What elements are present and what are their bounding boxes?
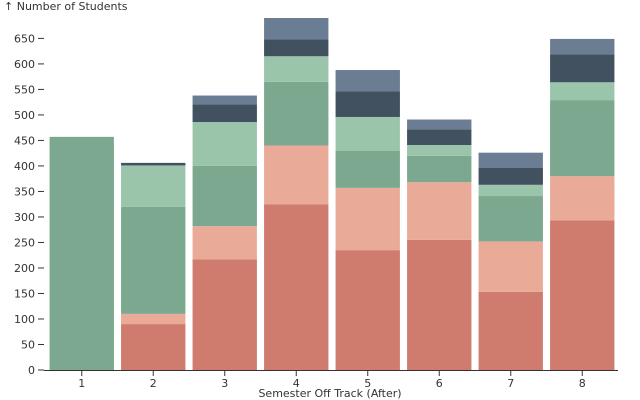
bar-segment-3-1 <box>192 259 257 370</box>
bar-segment-2-4 <box>121 165 186 207</box>
bar-segment-7-5 <box>478 167 543 185</box>
bar-segment-4-1 <box>264 204 329 370</box>
bar-segment-2-3 <box>121 206 186 314</box>
bars-layer <box>49 18 615 370</box>
bar-segment-4-5 <box>264 39 329 57</box>
y-tick-label: 200 <box>14 262 35 275</box>
bar-segment-4-4 <box>264 56 329 82</box>
y-tick-label: 0 <box>28 364 35 377</box>
bar-segment-5-3 <box>335 150 400 188</box>
bar-segment-6-3 <box>407 155 472 183</box>
x-axis-title: Semester Off Track (After) <box>258 387 401 400</box>
bar-segment-7-2 <box>478 241 543 292</box>
bar-segment-8-4 <box>550 82 615 101</box>
bar-segment-7-6 <box>478 152 543 168</box>
x-tick-label: 8 <box>579 377 586 390</box>
bar-segment-8-5 <box>550 54 615 83</box>
bar-segment-6-1 <box>407 239 472 370</box>
y-tick-label: 350 <box>14 185 35 198</box>
y-tick-label: 400 <box>14 160 35 173</box>
bar-segment-7-3 <box>478 196 543 242</box>
x-tick-label: 6 <box>436 377 443 390</box>
bar-segment-6-6 <box>407 119 472 130</box>
bar-segment-8-6 <box>550 38 615 55</box>
bar-segment-8-2 <box>550 176 615 221</box>
x-tick-label: 3 <box>221 377 228 390</box>
bar-segment-2-1 <box>121 324 186 370</box>
x-tick-label: 1 <box>78 377 85 390</box>
bar-segment-5-1 <box>335 250 400 370</box>
bar-segment-5-6 <box>335 70 400 92</box>
y-tick-label: 600 <box>14 58 35 71</box>
bar-segment-5-2 <box>335 187 400 251</box>
y-tick-label: 250 <box>14 236 35 249</box>
bar-segment-8-3 <box>550 100 615 177</box>
y-axis-title: ↑ Number of Students <box>4 0 128 13</box>
x-tick-label: 2 <box>150 377 157 390</box>
x-axis: 1 2 3 4 5 6 7 8 <box>44 370 618 390</box>
bar-segment-3-4 <box>192 122 257 166</box>
bar-segment-2-2 <box>121 313 186 325</box>
bar-segment-5-5 <box>335 91 400 117</box>
bar-segment-8-1 <box>550 220 615 370</box>
y-tick-label: 150 <box>14 287 35 300</box>
bar-segment-2-5 <box>121 162 186 166</box>
y-tick-label: 500 <box>14 109 35 122</box>
bar-segment-3-2 <box>192 226 257 260</box>
x-tick-label: 5 <box>364 377 371 390</box>
bar-segment-4-2 <box>264 145 329 205</box>
y-tick-label: 650 <box>14 32 35 45</box>
bar-segment-7-4 <box>478 184 543 197</box>
bar-segment-6-5 <box>407 129 472 146</box>
y-axis: 0 50 100 150 200 250 300 350 400 450 500 550 600 650 <box>14 32 44 377</box>
bar-segment-5-4 <box>335 116 400 151</box>
y-tick-label: 300 <box>14 211 35 224</box>
bar-segment-1-3 <box>49 136 114 370</box>
bar-segment-6-2 <box>407 182 472 240</box>
bar-segment-4-6 <box>264 18 329 40</box>
bar-segment-3-6 <box>192 95 257 105</box>
bar-segment-3-3 <box>192 165 257 227</box>
bar-segment-4-3 <box>264 81 329 146</box>
x-tick-label: 7 <box>507 377 514 390</box>
bar-segment-6-4 <box>407 145 472 156</box>
x-tick-label: 4 <box>293 377 300 390</box>
y-tick-label: 50 <box>21 338 35 351</box>
bar-segment-7-1 <box>478 291 543 370</box>
y-tick-label: 450 <box>14 134 35 147</box>
bar-segment-3-5 <box>192 104 257 123</box>
y-tick-label: 550 <box>14 83 35 96</box>
y-tick-label: 100 <box>14 313 35 326</box>
